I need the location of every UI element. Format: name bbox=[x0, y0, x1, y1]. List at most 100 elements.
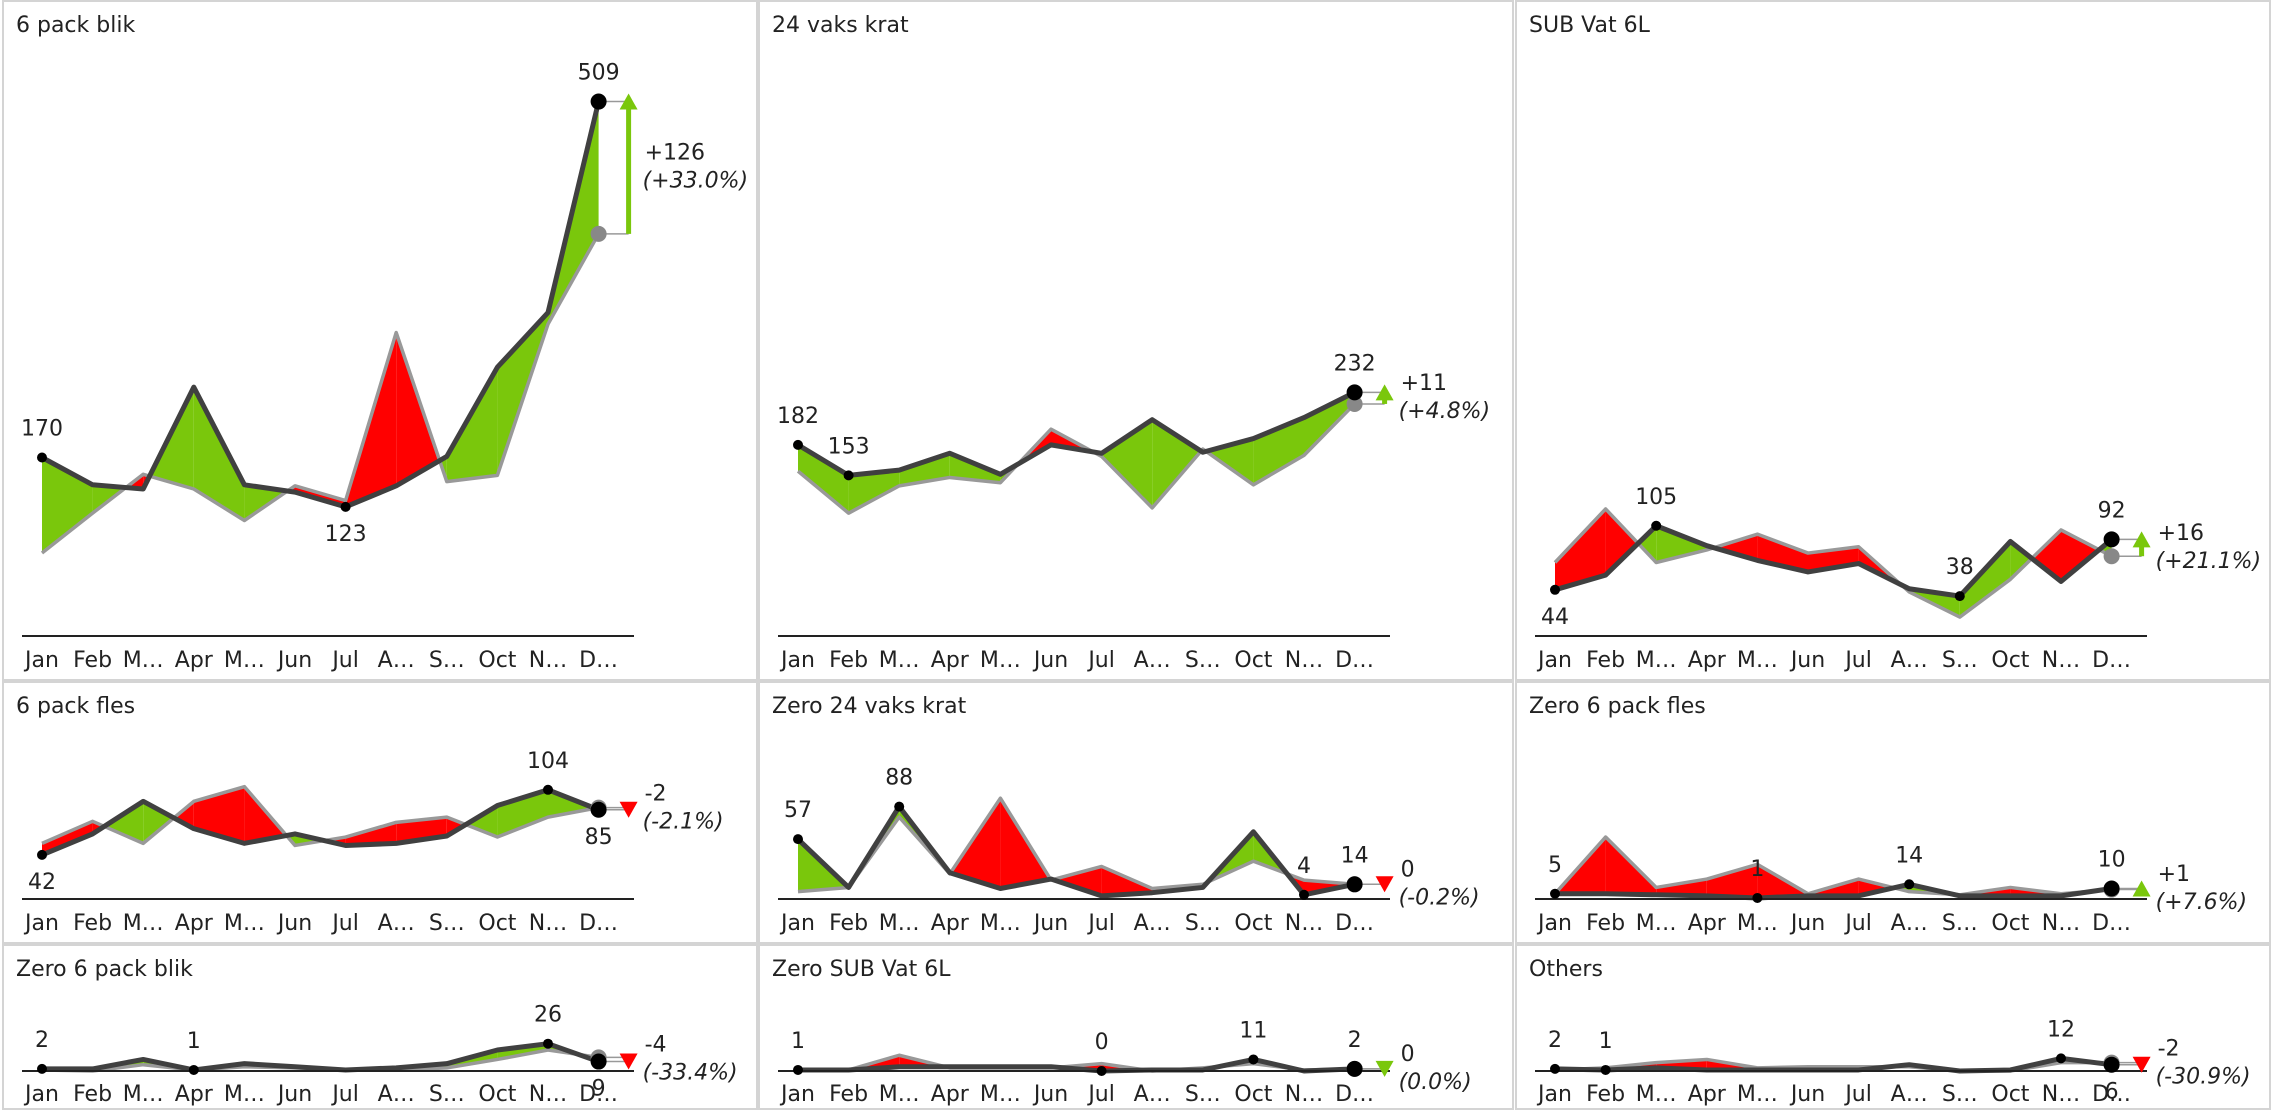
x-tick-label: M… bbox=[980, 648, 1021, 673]
data-label: 123 bbox=[325, 522, 367, 547]
variance-fill bbox=[1555, 508, 1606, 590]
point bbox=[1248, 1054, 1259, 1065]
data-label: 1 bbox=[187, 1029, 201, 1054]
data-label: 509 bbox=[578, 61, 620, 86]
actual-end bbox=[2103, 880, 2120, 897]
panel-title: 6 pack blik bbox=[16, 13, 135, 38]
x-tick-label: M… bbox=[980, 911, 1021, 936]
actual-end bbox=[1346, 384, 1363, 401]
x-tick-label: D… bbox=[1335, 648, 1374, 673]
panel-title: Zero 6 pack fles bbox=[1529, 694, 1706, 719]
x-tick-label: Apr bbox=[1688, 1082, 1727, 1107]
point bbox=[793, 834, 803, 845]
actual-end bbox=[1346, 876, 1363, 893]
x-tick-label: N… bbox=[2042, 648, 2080, 673]
x-tick-label: M… bbox=[224, 911, 265, 936]
variance-fill bbox=[1605, 508, 1639, 576]
point bbox=[843, 470, 854, 481]
x-tick-label: Feb bbox=[829, 648, 868, 673]
point bbox=[37, 849, 47, 860]
x-tick-label: M… bbox=[224, 648, 265, 673]
point bbox=[894, 801, 905, 812]
delta-label: 0 bbox=[1401, 1042, 1415, 1067]
x-tick-label: S… bbox=[429, 1082, 465, 1107]
x-tick-label: D… bbox=[2092, 1082, 2131, 1107]
data-label: 5 bbox=[1548, 853, 1562, 878]
panel-border bbox=[758, 944, 1514, 1110]
panel-border bbox=[1515, 944, 2271, 1110]
delta-arrow bbox=[619, 93, 638, 110]
x-tick-label: D… bbox=[579, 648, 618, 673]
delta-arrow bbox=[2132, 880, 2151, 897]
x-tick-label: M… bbox=[123, 911, 164, 936]
data-label: 42 bbox=[28, 870, 56, 895]
x-tick-label: N… bbox=[529, 911, 567, 936]
variance-fill bbox=[1706, 864, 1758, 898]
x-tick-label: Feb bbox=[73, 1082, 112, 1107]
x-tick-label: Jun bbox=[1789, 1082, 1825, 1107]
delta-pct-label: (+21.1%) bbox=[2156, 549, 2262, 574]
variance-fill bbox=[2061, 529, 2100, 582]
panel-border bbox=[1515, 0, 2271, 681]
data-label: 2 bbox=[1348, 1028, 1362, 1053]
panel-title: Zero 24 vaks krat bbox=[772, 694, 967, 719]
panel-title: 6 pack fles bbox=[16, 694, 135, 719]
point bbox=[1954, 591, 1965, 602]
data-label: 12 bbox=[2047, 1017, 2075, 1042]
x-tick-label: Feb bbox=[1586, 911, 1625, 936]
x-tick-label: Jan bbox=[779, 911, 815, 936]
data-label: 14 bbox=[1895, 843, 1923, 868]
x-tick-label: N… bbox=[529, 648, 567, 673]
point bbox=[340, 501, 351, 512]
x-tick-label: S… bbox=[429, 911, 465, 936]
point bbox=[543, 784, 553, 795]
delta-pct-label: (-33.4%) bbox=[643, 1060, 738, 1085]
actual-line bbox=[42, 1041, 600, 1073]
data-label: 44 bbox=[1541, 605, 1569, 630]
actual-end bbox=[2103, 1056, 2120, 1073]
x-tick-label: N… bbox=[1285, 1082, 1323, 1107]
x-tick-label: Apr bbox=[175, 1082, 214, 1107]
variance-fill bbox=[193, 786, 245, 844]
variance-fill bbox=[104, 801, 144, 844]
delta-arrow bbox=[619, 1053, 638, 1070]
data-label: 170 bbox=[21, 417, 63, 442]
point bbox=[2056, 1053, 2066, 1064]
x-tick-label: Jul bbox=[1086, 648, 1115, 673]
x-tick-label: Jan bbox=[23, 1082, 59, 1107]
actual-end bbox=[590, 801, 607, 818]
x-tick-label: D… bbox=[579, 1082, 618, 1107]
data-label: 11 bbox=[1239, 1018, 1267, 1043]
previous-end bbox=[2103, 548, 2120, 565]
data-label: 153 bbox=[828, 434, 870, 459]
variance-fill bbox=[950, 798, 1001, 889]
x-tick-label: S… bbox=[1185, 648, 1221, 673]
variance-fill bbox=[1713, 534, 1758, 561]
x-tick-label: Jun bbox=[1032, 1082, 1068, 1107]
point bbox=[37, 452, 47, 463]
x-tick-label: M… bbox=[1737, 1082, 1778, 1107]
delta-label: 0 bbox=[1401, 857, 1415, 882]
x-tick-label: Apr bbox=[931, 911, 970, 936]
point bbox=[543, 1038, 553, 1049]
data-label: 9 bbox=[592, 1077, 606, 1102]
point bbox=[1600, 1064, 1611, 1075]
x-tick-label: A… bbox=[1134, 1082, 1171, 1107]
x-tick-label: A… bbox=[1891, 648, 1928, 673]
actual-end bbox=[1346, 1060, 1363, 1077]
delta-pct-label: (0.0%) bbox=[1399, 1070, 1472, 1095]
x-tick-label: M… bbox=[1636, 648, 1677, 673]
actual-line bbox=[41, 787, 600, 858]
variance-fill bbox=[173, 801, 194, 829]
x-tick-label: N… bbox=[2042, 911, 2080, 936]
data-label: 182 bbox=[777, 404, 819, 429]
panel-border bbox=[2, 0, 758, 681]
x-tick-label: M… bbox=[123, 1082, 164, 1107]
x-tick-label: Oct bbox=[1991, 1082, 2029, 1107]
x-tick-label: Jan bbox=[779, 648, 815, 673]
x-tick-label: D… bbox=[579, 911, 618, 936]
data-label: 0 bbox=[1095, 1030, 1109, 1055]
delta-label: +126 bbox=[645, 141, 705, 166]
actual-line bbox=[1555, 881, 2112, 901]
